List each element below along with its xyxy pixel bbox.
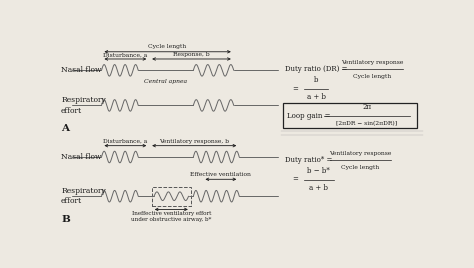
- Text: Central apnea: Central apnea: [144, 79, 187, 84]
- Text: =: =: [292, 85, 298, 93]
- Text: Disturbance, a: Disturbance, a: [103, 139, 147, 144]
- Text: Effective ventilation: Effective ventilation: [191, 172, 251, 177]
- Text: Ventilatory response: Ventilatory response: [329, 151, 392, 155]
- Text: Loop gain =: Loop gain =: [287, 112, 330, 120]
- Text: b − b*: b − b*: [307, 167, 330, 175]
- Text: Duty ratio* =: Duty ratio* =: [285, 156, 333, 164]
- Text: Respiratory: Respiratory: [61, 96, 106, 104]
- Text: b: b: [314, 76, 319, 84]
- Text: effort: effort: [61, 197, 82, 205]
- Text: Response, b: Response, b: [173, 52, 210, 57]
- Text: Disturbance, a: Disturbance, a: [103, 52, 147, 57]
- Text: Nasal flow: Nasal flow: [61, 153, 101, 161]
- Text: Ineffective ventilatory effort
under obstructive airway, b*: Ineffective ventilatory effort under obs…: [131, 211, 211, 222]
- Text: [2πDR − sin(2πDR)]: [2πDR − sin(2πDR)]: [337, 121, 398, 126]
- Text: Ventilatory response, b: Ventilatory response, b: [159, 139, 229, 144]
- Text: a + b: a + b: [309, 184, 328, 192]
- Text: B: B: [61, 215, 70, 224]
- Text: a + b: a + b: [307, 94, 326, 102]
- Text: 2π: 2π: [362, 103, 372, 111]
- Text: Cycle length: Cycle length: [353, 74, 392, 79]
- Text: Respiratory: Respiratory: [61, 187, 106, 195]
- Bar: [283, 103, 418, 128]
- Text: Cycle length: Cycle length: [148, 44, 187, 49]
- Text: A: A: [61, 124, 69, 133]
- Text: Nasal flow: Nasal flow: [61, 66, 101, 74]
- Text: Ventilatory response: Ventilatory response: [341, 60, 403, 65]
- Text: =: =: [292, 176, 298, 184]
- Bar: [152, 187, 191, 206]
- Text: Cycle length: Cycle length: [341, 165, 379, 170]
- Text: Duty ratio (DR) =: Duty ratio (DR) =: [285, 65, 347, 73]
- Text: effort: effort: [61, 107, 82, 115]
